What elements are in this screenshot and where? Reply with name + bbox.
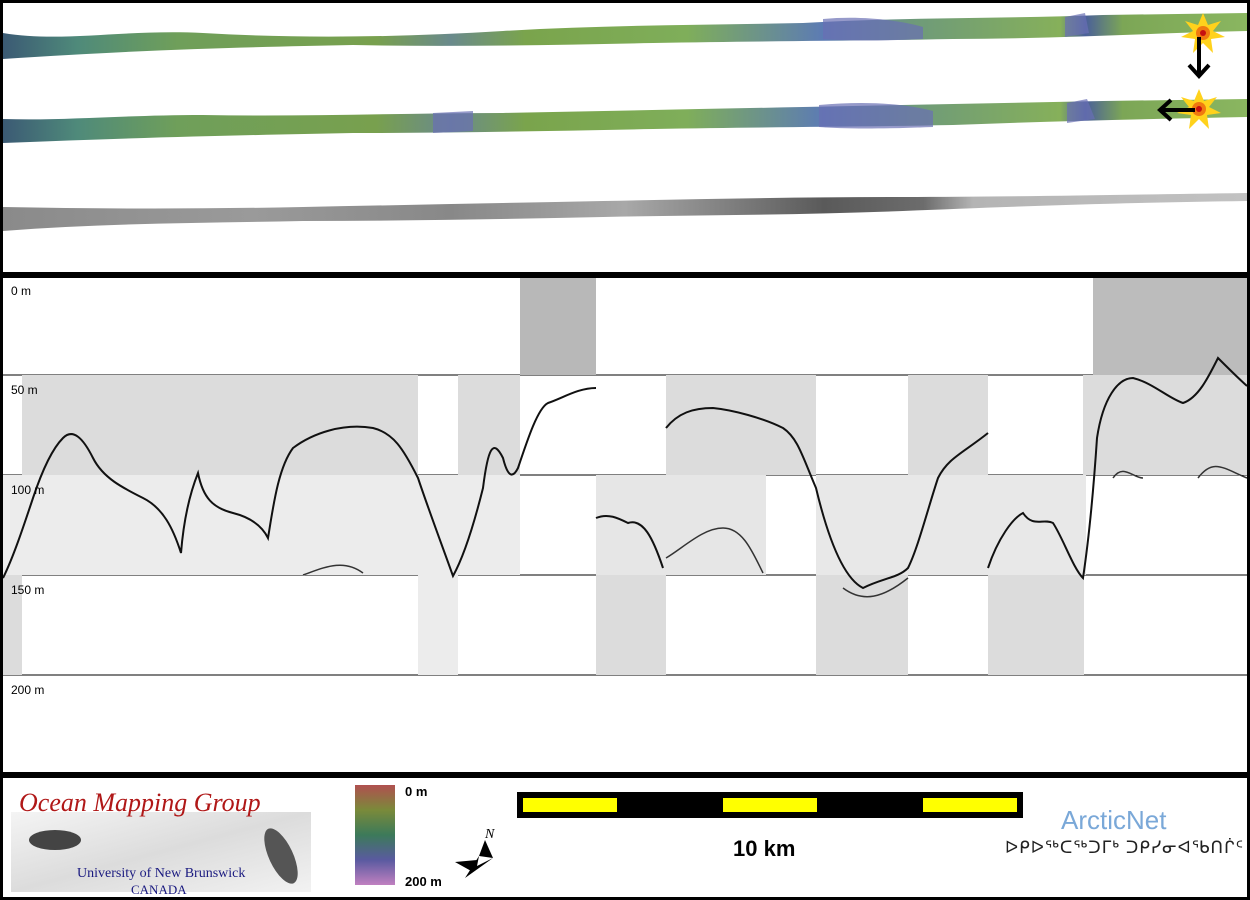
legend-footer: Ocean Mapping Group University of New Br… <box>3 778 1247 897</box>
omg-seafloor-image <box>11 812 311 892</box>
depth-label-150: 150 m <box>11 583 45 597</box>
omg-country: CANADA <box>131 882 187 897</box>
depth-label-100: 100 m <box>11 483 45 497</box>
depth-color-scale <box>355 785 395 885</box>
swath-panel <box>3 3 1247 272</box>
depth-label-200: 200 m <box>11 683 45 697</box>
swath-strips <box>3 13 1247 231</box>
compass-north-label: N <box>484 828 495 842</box>
bathymetry-swath-1 <box>3 13 1247 59</box>
profile-graphics <box>3 278 1247 676</box>
sun-marker-icon-1 <box>1181 13 1225 53</box>
sun-marker-icon-2 <box>1177 89 1221 129</box>
color-scale-bottom-label: 200 m <box>405 874 442 889</box>
subbottom-profile-panel: 0 m 50 m 100 m 150 m 200 m <box>3 278 1247 772</box>
color-scale-top-label: 0 m <box>405 784 428 799</box>
scale-bar <box>517 792 1023 818</box>
depth-label-0: 0 m <box>11 284 32 298</box>
scale-bar-label: 10 km <box>733 836 796 861</box>
backscatter-swath <box>3 193 1247 231</box>
profile-data-windows <box>3 278 1247 675</box>
arrow-down-icon <box>1187 37 1211 79</box>
secondary-reflector <box>302 465 1247 598</box>
bathymetry-swath-2 <box>3 99 1247 143</box>
ocean-mapping-group-logo: Ocean Mapping Group University of New Br… <box>11 784 311 897</box>
omg-university: University of New Brunswick <box>77 866 246 881</box>
omg-title: Ocean Mapping Group <box>19 788 261 817</box>
seabed-reflector <box>3 356 1247 590</box>
arcticnet-logo: ArcticNet <box>1061 805 1167 835</box>
bathymetry-relief-2 <box>433 99 1095 133</box>
arcticnet-inuktitut-name: ᐅᑭᐅᖅᑕᖅᑐᒥᒃ ᑐᑭᓯᓂᐊᖃᑎᒌᑦ <box>1005 838 1245 857</box>
arrow-left-icon <box>1157 98 1195 122</box>
depth-label-50: 50 m <box>11 383 38 397</box>
north-arrow-icon: N <box>455 828 495 878</box>
bathymetry-relief-1 <box>823 13 1089 41</box>
